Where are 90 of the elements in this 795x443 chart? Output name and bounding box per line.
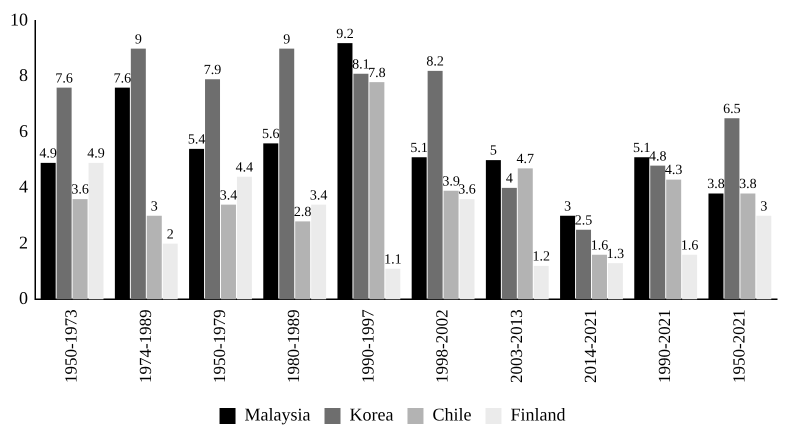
data-label: 3.6 bbox=[71, 182, 89, 198]
bar bbox=[220, 204, 236, 300]
data-label: 7.8 bbox=[368, 66, 386, 81]
bar bbox=[740, 193, 756, 300]
data-label: 4 bbox=[506, 172, 513, 187]
data-label: 5.6 bbox=[262, 127, 280, 142]
x-tick-label: 1980-1989 bbox=[284, 309, 304, 384]
bar bbox=[576, 230, 592, 300]
data-label: 3.4 bbox=[220, 188, 238, 204]
y-tick-label: 10 bbox=[10, 10, 28, 30]
data-label: 7.9 bbox=[204, 62, 222, 78]
data-label: 3.4 bbox=[310, 188, 328, 204]
data-label: 4.9 bbox=[39, 146, 57, 162]
y-tick-label: 2 bbox=[19, 232, 28, 252]
data-label: 1.2 bbox=[532, 250, 550, 265]
x-tick-label: 2003-2013 bbox=[506, 309, 526, 384]
data-label: 6.5 bbox=[723, 102, 741, 117]
data-label: 8.1 bbox=[352, 57, 370, 72]
bar bbox=[130, 48, 146, 300]
data-label: 9.2 bbox=[336, 26, 354, 42]
bar bbox=[518, 168, 533, 300]
bar bbox=[295, 221, 310, 300]
x-tick-label: 1974-1989 bbox=[136, 309, 155, 384]
bar bbox=[650, 166, 666, 300]
bar bbox=[682, 254, 698, 300]
bar bbox=[756, 216, 772, 300]
data-label: 3.9 bbox=[442, 174, 460, 190]
x-tick-label: 1990-1997 bbox=[358, 308, 378, 384]
bar bbox=[162, 244, 178, 300]
x-tick-label: 1990-2021 bbox=[655, 309, 674, 384]
bar bbox=[353, 74, 368, 300]
bar bbox=[444, 190, 459, 300]
bar bbox=[724, 118, 740, 300]
data-label: 3.8 bbox=[707, 177, 725, 192]
data-label: 2 bbox=[166, 227, 174, 242]
data-label: 3 bbox=[150, 199, 158, 214]
data-label: 1.1 bbox=[384, 252, 402, 268]
data-label: 3 bbox=[564, 199, 572, 214]
x-tick-label: 1998-2002 bbox=[432, 309, 452, 384]
bar bbox=[236, 176, 252, 300]
data-label: 5.1 bbox=[410, 140, 428, 156]
bar bbox=[428, 70, 443, 300]
y-tick-label: 6 bbox=[19, 120, 28, 141]
bar bbox=[460, 199, 475, 300]
bar bbox=[385, 268, 400, 300]
bar bbox=[88, 162, 104, 300]
legend-label: Finland bbox=[510, 404, 566, 425]
data-label: 2.5 bbox=[574, 213, 592, 228]
data-label: 4.9 bbox=[87, 146, 105, 162]
y-tick-label: 4 bbox=[19, 176, 28, 197]
bar bbox=[311, 204, 326, 300]
legend-label: Chile bbox=[432, 404, 472, 425]
data-label: 3.8 bbox=[739, 177, 757, 192]
data-label: 7.6 bbox=[55, 71, 73, 86]
legend-label: Malaysia bbox=[244, 404, 311, 425]
bar bbox=[56, 88, 72, 300]
data-label: 4.4 bbox=[236, 160, 254, 176]
data-label: 4.7 bbox=[516, 152, 534, 168]
data-label: 7.6 bbox=[114, 71, 132, 86]
bar bbox=[279, 48, 294, 300]
data-label: 9 bbox=[283, 32, 290, 48]
bar bbox=[608, 263, 623, 300]
bar bbox=[502, 188, 517, 300]
bar bbox=[205, 79, 220, 300]
legend-label: Korea bbox=[350, 404, 394, 425]
bar bbox=[534, 266, 549, 300]
data-label: 5.4 bbox=[188, 132, 206, 148]
data-label: 5.1 bbox=[633, 140, 651, 156]
data-label: 9 bbox=[134, 32, 142, 48]
data-label: 1.3 bbox=[606, 246, 624, 262]
data-label: 5 bbox=[490, 144, 497, 159]
data-label: 2.8 bbox=[294, 205, 312, 220]
data-label: 4.3 bbox=[664, 163, 682, 178]
data-label: 8.2 bbox=[426, 54, 444, 70]
bar bbox=[146, 216, 162, 300]
x-tick-label: 2014-2021 bbox=[580, 309, 600, 384]
data-label: 1.6 bbox=[680, 238, 698, 254]
bar bbox=[592, 254, 607, 300]
data-label: 1.6 bbox=[590, 238, 608, 254]
bar bbox=[72, 199, 88, 300]
bar bbox=[369, 82, 384, 300]
data-label: 3.6 bbox=[458, 182, 476, 198]
bar bbox=[666, 180, 682, 300]
data-label: 3 bbox=[760, 199, 768, 214]
x-tick-label: 1950-1979 bbox=[210, 309, 229, 384]
x-tick-label: 1950-1973 bbox=[62, 309, 81, 384]
data-label: 4.8 bbox=[648, 149, 666, 164]
y-tick-label: 8 bbox=[19, 65, 28, 86]
y-tick-label: 0 bbox=[19, 288, 28, 308]
x-tick-label: 1950-2021 bbox=[729, 309, 748, 384]
